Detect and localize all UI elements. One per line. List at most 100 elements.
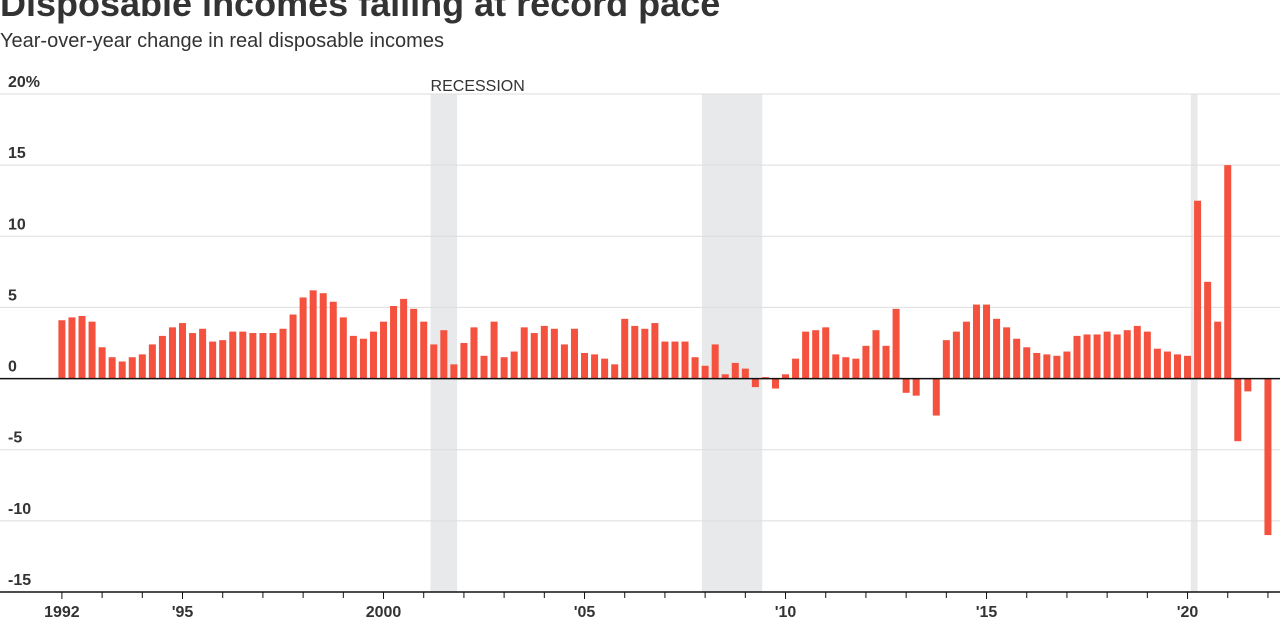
bar: [661, 341, 669, 379]
bar: [380, 321, 388, 379]
bar: [460, 343, 468, 379]
bar: [842, 357, 850, 379]
bar: [983, 304, 991, 379]
bar: [118, 361, 126, 379]
x-tick-label: '20: [1177, 604, 1199, 621]
bar: [550, 328, 558, 379]
bar: [952, 331, 960, 379]
bar: [148, 344, 156, 379]
bar: [299, 297, 307, 379]
bar: [490, 321, 498, 379]
bar: [400, 298, 408, 379]
bar: [1244, 378, 1252, 392]
bar: [179, 323, 187, 379]
bar: [1053, 355, 1061, 379]
y-tick-label: 20%: [8, 74, 40, 91]
bar: [440, 330, 448, 379]
bar: [88, 321, 96, 379]
x-tick-label: '15: [976, 604, 998, 621]
bar: [771, 378, 779, 389]
bar: [862, 345, 870, 379]
bar: [591, 354, 599, 379]
bar: [993, 318, 1001, 379]
bar: [1143, 331, 1151, 379]
bar: [932, 378, 940, 416]
bar: [249, 333, 257, 379]
bar: [1013, 338, 1021, 379]
bar: [560, 344, 568, 379]
bar: [1153, 348, 1161, 379]
annotation: RECESSION: [431, 78, 525, 95]
bar: [359, 338, 367, 379]
bar: [1173, 354, 1181, 379]
bar: [269, 333, 277, 379]
bar: [1214, 321, 1222, 379]
bar: [832, 354, 840, 379]
x-tick-label: '05: [574, 604, 596, 621]
bar: [470, 327, 478, 379]
bar: [601, 358, 609, 379]
bar: [1073, 335, 1081, 379]
bar: [671, 341, 679, 379]
y-tick-label: -5: [8, 430, 22, 447]
bar: [711, 344, 719, 379]
bar: [349, 335, 357, 379]
bar: [631, 325, 639, 379]
bar: [520, 327, 528, 379]
bar: [339, 317, 347, 379]
bar: [902, 378, 910, 393]
bar: [158, 335, 166, 379]
bar: [259, 333, 267, 379]
bar: [681, 341, 689, 379]
bar: [731, 362, 739, 379]
bar: [480, 355, 488, 379]
bar: [229, 331, 237, 379]
y-tick-label: -15: [8, 572, 31, 589]
bar: [892, 308, 900, 379]
bar: [651, 323, 659, 379]
x-tick-label: 2000: [366, 604, 402, 621]
bar: [1224, 165, 1232, 379]
bar: [500, 357, 508, 379]
bar: [611, 364, 619, 379]
bar: [802, 331, 810, 379]
bar: [822, 327, 830, 379]
bar: [1033, 352, 1041, 379]
bar: [329, 301, 337, 379]
bar: [430, 344, 438, 379]
bar: [420, 321, 428, 379]
bar: [1113, 334, 1121, 379]
bar: [972, 304, 980, 379]
bar: [852, 358, 860, 379]
recession-band: [701, 94, 763, 592]
y-tick-label: 5: [8, 287, 17, 304]
bar: [581, 352, 589, 379]
bar: [168, 327, 176, 379]
bar: [741, 368, 749, 379]
bar: [319, 293, 327, 379]
bar: [812, 330, 820, 379]
bar: [309, 290, 317, 379]
bar: [621, 318, 629, 379]
bar: [942, 340, 950, 379]
bar: [390, 306, 398, 379]
bar: [1204, 281, 1212, 379]
bar: [912, 378, 920, 396]
bar: [68, 317, 76, 379]
bar: [410, 308, 418, 379]
bar: [108, 357, 116, 379]
y-tick-label: 10: [8, 216, 26, 233]
bar: [1063, 351, 1071, 379]
bar: [78, 315, 86, 379]
chart-subtitle: Year-over-year change in real disposable…: [0, 30, 444, 52]
x-tick-label: '95: [172, 604, 194, 621]
bar: [1093, 334, 1101, 379]
bar: [570, 328, 578, 379]
bar: [1103, 331, 1111, 379]
bar: [962, 321, 970, 379]
bar: [1234, 378, 1242, 442]
bar: [782, 374, 790, 379]
x-tick-label: '10: [775, 604, 797, 621]
bar: [58, 320, 66, 379]
